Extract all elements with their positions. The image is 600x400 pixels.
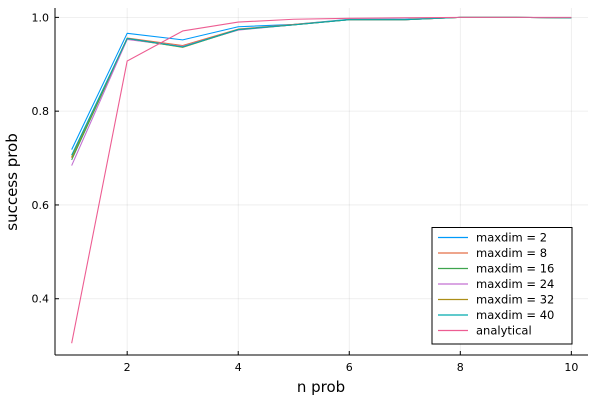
series-line xyxy=(71,16,572,150)
series-line xyxy=(71,16,572,344)
legend-label: analytical xyxy=(476,324,532,338)
series-line xyxy=(71,16,572,159)
y-tick-label: 0.4 xyxy=(32,293,50,306)
legend-label: maxdim = 8 xyxy=(476,246,547,260)
y-tick-label: 0.6 xyxy=(32,199,50,212)
x-tick-label: 2 xyxy=(124,361,131,374)
axes xyxy=(54,8,588,356)
y-tick-label: 0.8 xyxy=(32,105,50,118)
x-axis-title: n prob xyxy=(297,378,345,396)
legend-label: maxdim = 32 xyxy=(476,293,554,307)
series-line xyxy=(71,16,572,166)
x-tick-label: 6 xyxy=(346,361,353,374)
legend-label: maxdim = 24 xyxy=(476,277,554,291)
legend-label: maxdim = 40 xyxy=(476,308,554,322)
x-tick-label: 8 xyxy=(457,361,464,374)
y-axis-title: success prob xyxy=(3,133,21,231)
tick-labels: 2 4 6 8 10 0.4 0.6 0.8 1.0 xyxy=(32,11,579,374)
series-line xyxy=(71,16,572,156)
series-lines xyxy=(71,16,572,344)
y-tick-label: 1.0 xyxy=(32,11,50,24)
x-tick-label: 10 xyxy=(564,361,578,374)
legend-label: maxdim = 16 xyxy=(476,262,554,276)
series-line xyxy=(71,16,572,158)
legend-label: maxdim = 2 xyxy=(476,231,547,245)
x-tick-label: 4 xyxy=(235,361,242,374)
series-line xyxy=(71,16,572,161)
legend-box xyxy=(431,227,573,345)
